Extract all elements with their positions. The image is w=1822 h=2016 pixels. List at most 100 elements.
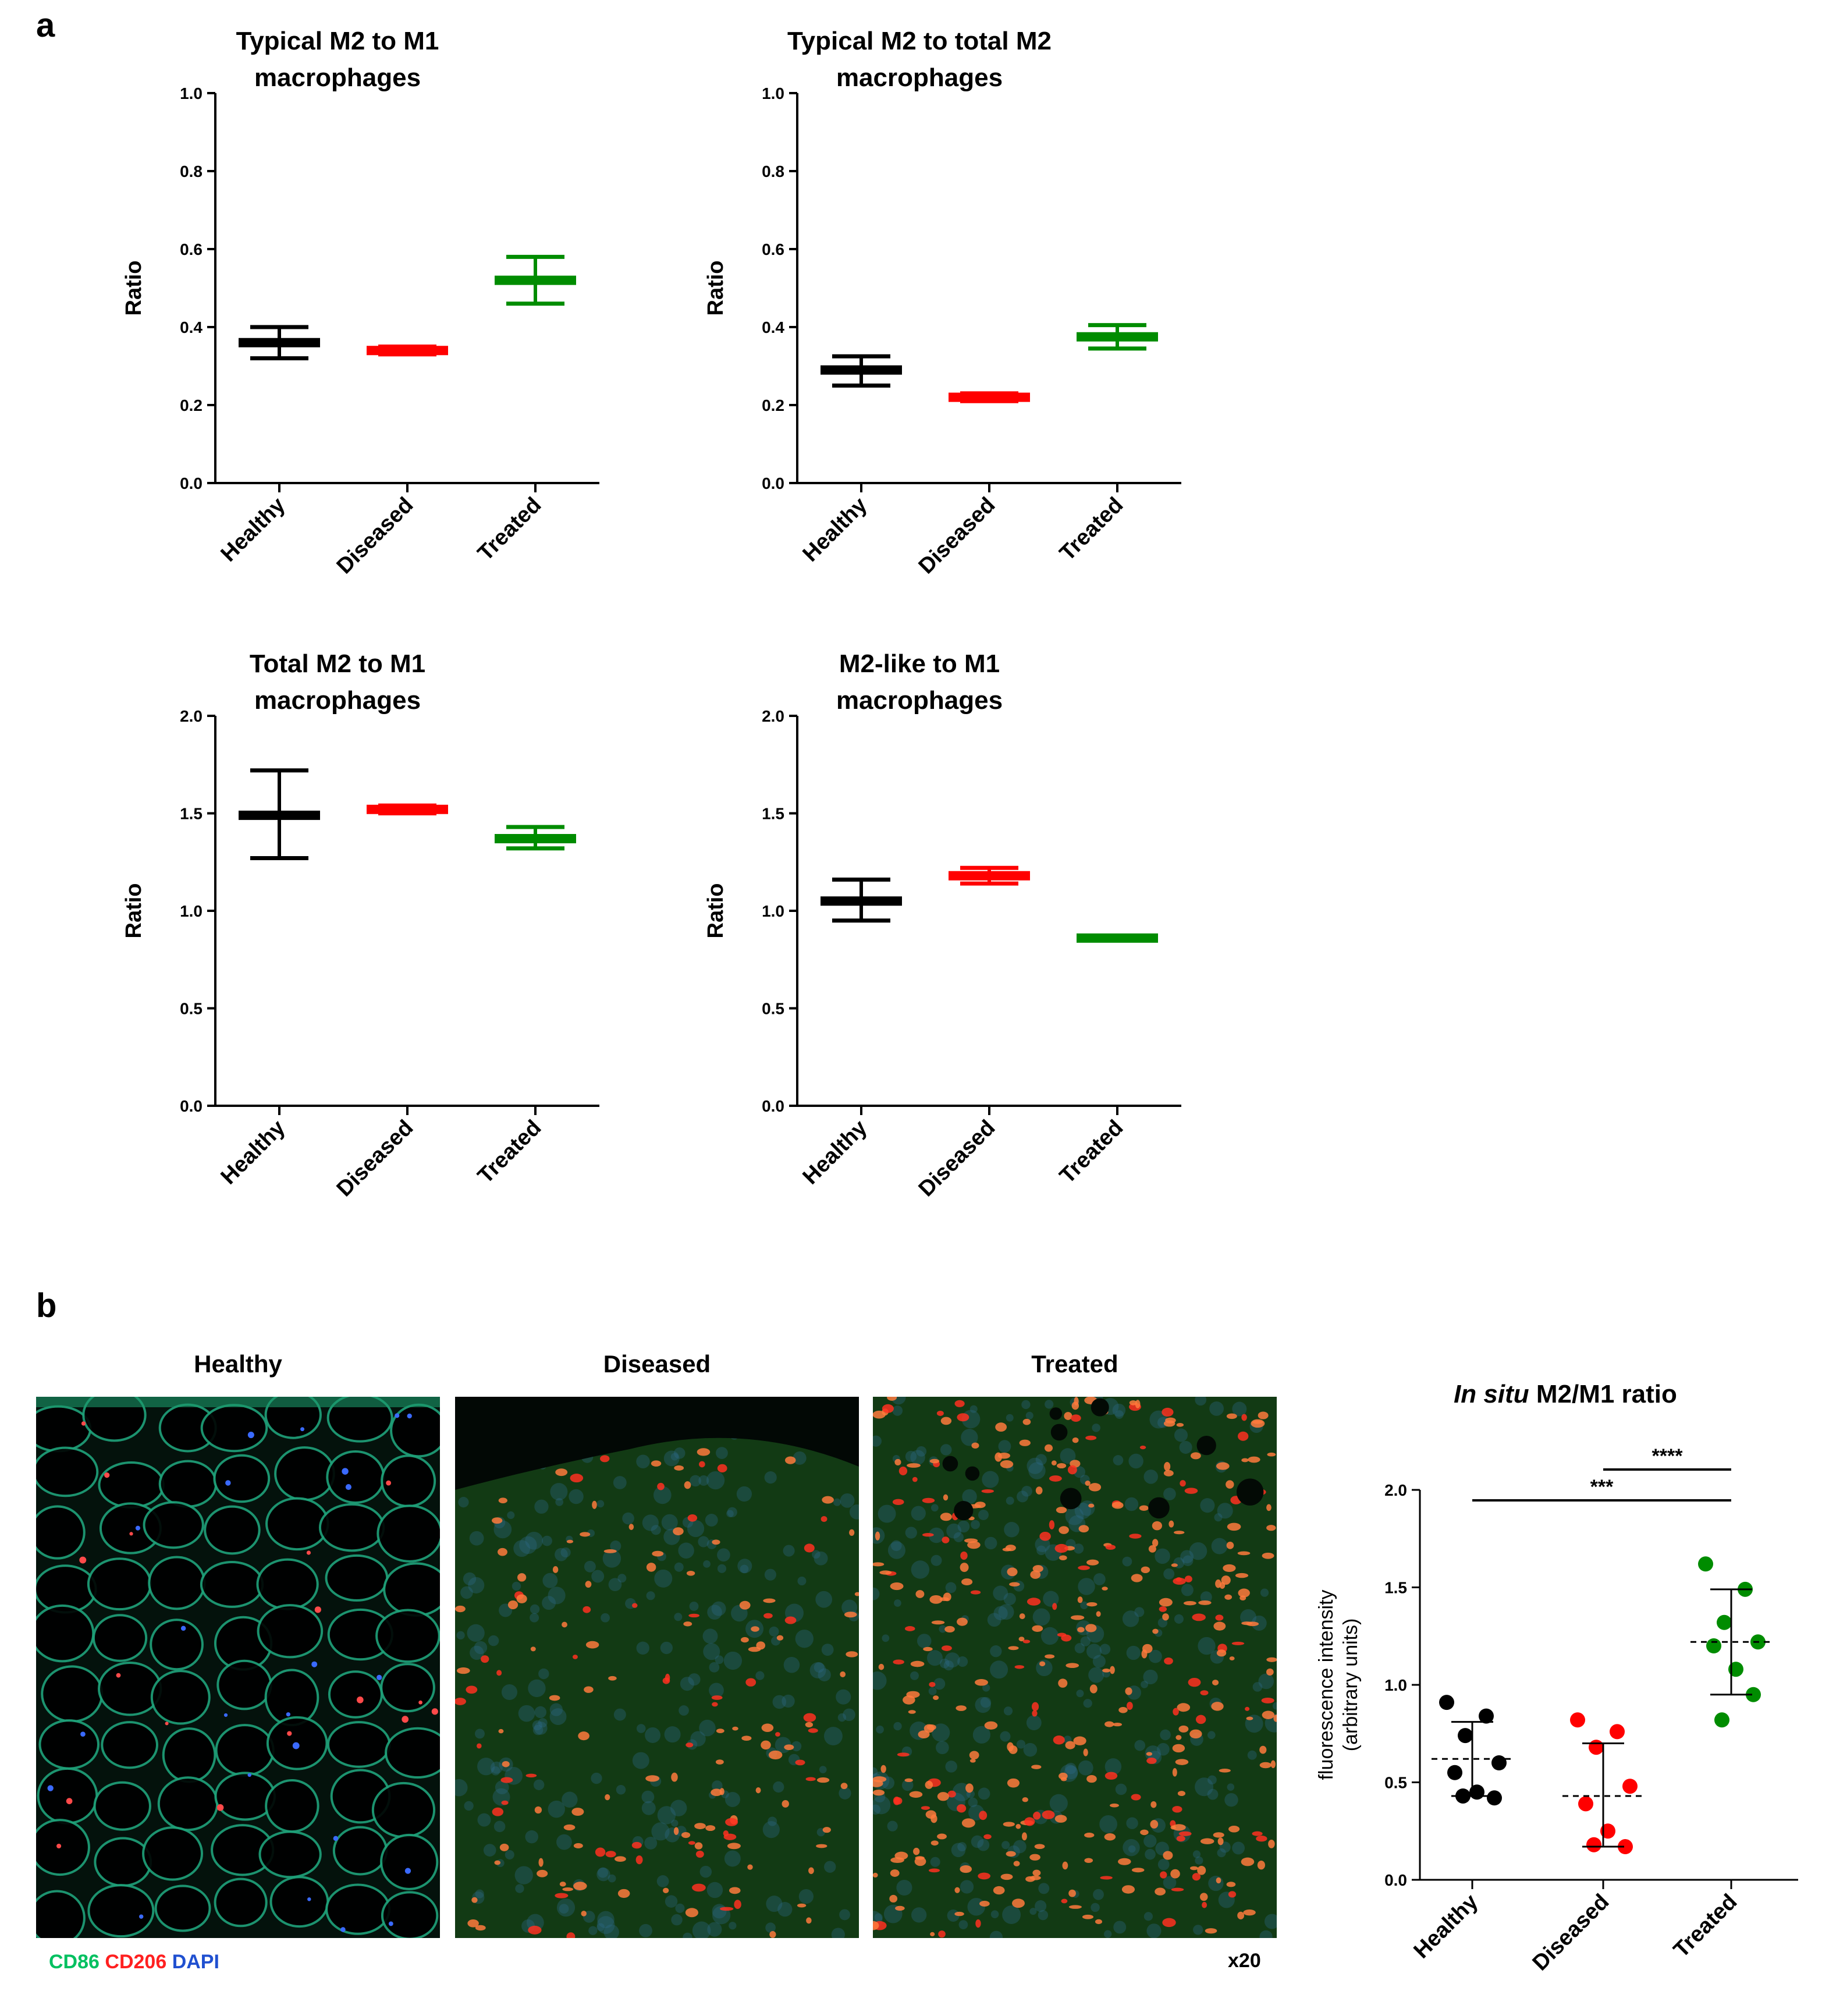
stain-dot xyxy=(1067,1465,1077,1475)
tissue-cell xyxy=(162,1727,216,1783)
nucleus xyxy=(814,1662,825,1673)
stain-dot xyxy=(1121,1885,1135,1894)
stain-dot xyxy=(1163,1851,1173,1860)
stain-dot xyxy=(1031,1702,1039,1711)
stain-dot xyxy=(1173,1708,1179,1716)
tissue-cell xyxy=(87,1557,152,1611)
stain-dot xyxy=(803,1713,816,1722)
stain-dot xyxy=(969,1751,979,1760)
tissue-cell xyxy=(258,1830,322,1879)
nucleus xyxy=(477,1813,491,1827)
stain-dot xyxy=(1217,1837,1224,1845)
nucleus xyxy=(953,1532,964,1542)
tissue-cell xyxy=(87,1884,155,1938)
nucleus xyxy=(1273,1702,1277,1710)
y-tick-label: 0.0 xyxy=(180,1097,203,1115)
chart-title: Total M2 to M1 xyxy=(250,649,425,678)
stain-dot xyxy=(570,1474,584,1483)
nucleus xyxy=(1038,1909,1049,1921)
nucleus xyxy=(636,1641,649,1655)
stain-dot xyxy=(1022,1797,1028,1802)
stain-dot xyxy=(1027,1598,1041,1606)
y-tick-label: 0.8 xyxy=(762,162,784,180)
stain-dot xyxy=(502,1761,510,1767)
nucleus xyxy=(596,1500,605,1508)
nucleus xyxy=(946,1523,962,1539)
nucleus xyxy=(602,1549,621,1568)
stain-dot xyxy=(1177,1791,1186,1797)
stain-dot xyxy=(1032,1710,1038,1717)
nucleus xyxy=(1252,1682,1263,1692)
nucleus xyxy=(1080,1636,1091,1646)
stain-dot xyxy=(307,1897,311,1901)
stain-dot xyxy=(1068,1889,1076,1897)
tissue-cell xyxy=(318,1503,385,1552)
stain-dot xyxy=(1226,1413,1237,1419)
nucleus xyxy=(591,1570,605,1583)
stain-dot xyxy=(711,1788,723,1797)
micrograph-title-treated: Treated xyxy=(1031,1350,1118,1378)
nucleus xyxy=(507,1511,515,1520)
stain-dot xyxy=(1034,1844,1045,1850)
nucleus xyxy=(1113,1455,1124,1465)
stain-dot xyxy=(922,1497,935,1503)
stain-dot xyxy=(816,1777,830,1783)
stain-dot xyxy=(879,1570,892,1575)
nucleus xyxy=(768,1816,777,1826)
nucleus xyxy=(542,1573,558,1588)
nucleus xyxy=(664,1726,681,1743)
stain-dot xyxy=(938,1930,946,1938)
nucleus xyxy=(930,1857,940,1867)
stain-dot xyxy=(81,1421,86,1426)
stain-dot xyxy=(805,1722,814,1728)
stain-dot xyxy=(1257,1861,1265,1870)
stain-dot xyxy=(1267,1452,1276,1457)
nucleus xyxy=(980,1696,992,1708)
stain-dot xyxy=(688,1613,699,1618)
tissue-cell xyxy=(150,1670,211,1725)
tissue-cell xyxy=(326,1397,393,1443)
stain-dot xyxy=(314,1606,321,1613)
stain-dot xyxy=(941,1645,952,1651)
nucleus xyxy=(597,1867,608,1878)
nucleus xyxy=(978,1509,989,1520)
stain-dot xyxy=(1235,1573,1249,1578)
nucleus xyxy=(1198,1637,1216,1655)
stain-dot xyxy=(937,1833,947,1840)
chart-total-m2-to-m1: Total M2 to M1 macrophages 0.0 0.5 1.0 1.5 2.0… xyxy=(122,649,599,1201)
nucleus xyxy=(823,1727,843,1745)
stain-dot xyxy=(572,1655,578,1659)
nucleus xyxy=(1003,1706,1013,1716)
stain-dot xyxy=(566,1932,576,1938)
stain-dot xyxy=(1018,1637,1025,1642)
y-tick-label: 2.0 xyxy=(762,707,784,725)
stain-dot xyxy=(1215,1614,1224,1621)
nucleus xyxy=(560,1547,571,1558)
stain-dot xyxy=(1184,1575,1192,1582)
stain-dot xyxy=(1088,1483,1102,1492)
stain-dot xyxy=(1197,1866,1206,1875)
nucleus xyxy=(1200,1498,1215,1513)
stain-dot xyxy=(898,1467,908,1475)
y-tick-label: 0.0 xyxy=(762,1097,784,1115)
stain-dot xyxy=(1198,1600,1212,1605)
stain-dot xyxy=(854,1592,859,1596)
stain-dot xyxy=(893,1659,904,1665)
data-point-diseased xyxy=(1570,1712,1585,1728)
stain-dot xyxy=(571,1808,584,1816)
chart-title: Typical M2 to total M2 xyxy=(787,27,1052,55)
stain-dot xyxy=(1032,1869,1041,1876)
nucleus xyxy=(793,1451,807,1465)
stain-dot xyxy=(734,1900,741,1909)
nucleus xyxy=(525,1830,538,1844)
nucleus xyxy=(812,1550,821,1559)
stain-dot xyxy=(657,1482,665,1490)
y-axis-label: Ratio xyxy=(122,261,146,316)
stain-dot xyxy=(1086,1559,1099,1566)
stain-dot xyxy=(878,1663,885,1670)
nucleus xyxy=(468,1577,485,1593)
nucleus xyxy=(705,1513,718,1527)
tissue-cell xyxy=(150,1619,204,1671)
nucleus xyxy=(1259,1930,1273,1938)
stain-dot xyxy=(926,1724,936,1730)
